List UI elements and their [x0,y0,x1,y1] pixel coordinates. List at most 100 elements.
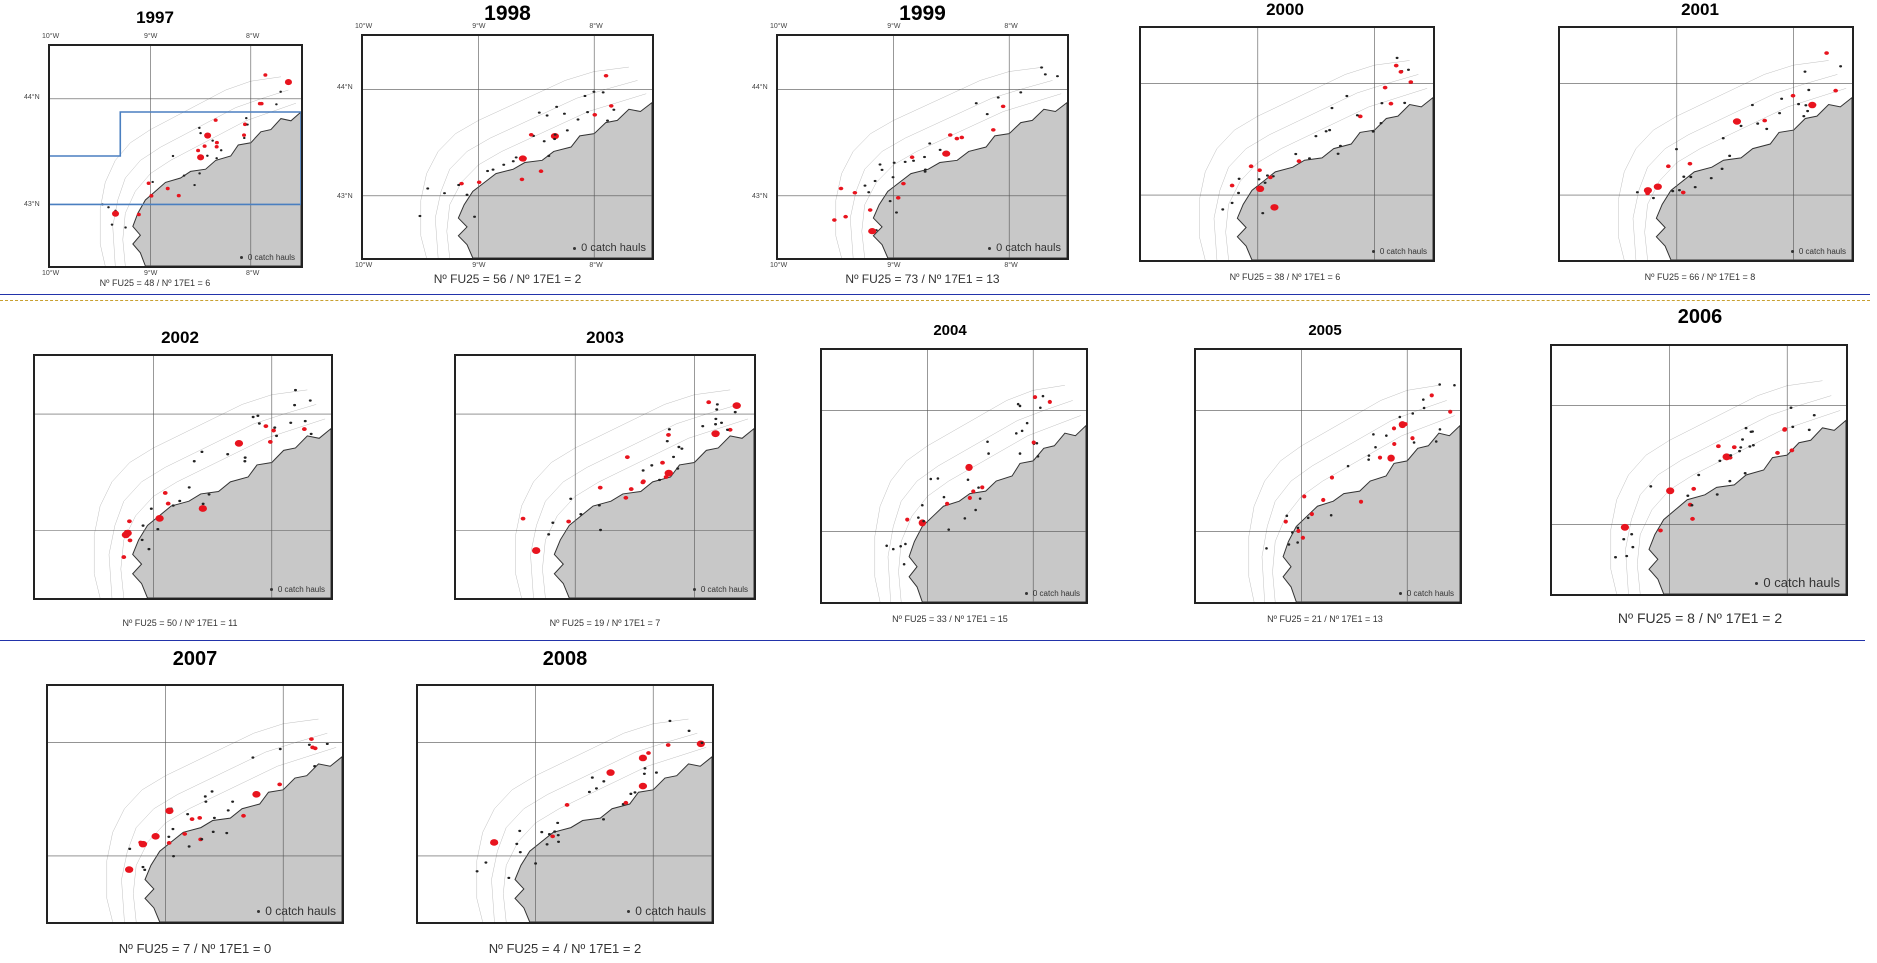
catch-haul-dot [146,181,151,186]
longitude-tick-bottom: 8°W [1004,262,1018,269]
longitude-tick-top: 8°W [589,23,603,30]
zero-catch-haul-dot [650,464,654,467]
panel-caption: Nº FU25 = 4 / Nº 17E1 = 2 [488,941,642,956]
map-frame: 0 catch hauls [1139,26,1435,262]
catch-haul-dot [895,196,901,200]
catch-haul-dot [263,424,269,429]
map-legend: 0 catch hauls [1790,247,1846,256]
catch-haul-dot [1410,436,1415,441]
depth-contour [888,400,1073,602]
zero-catch-haul-dot [1622,537,1626,541]
zero-catch-haul-dot [141,524,145,527]
catch-haul-dot [1808,101,1817,109]
zero-catch-haul-dot [587,790,591,794]
catch-haul-dot [243,122,248,127]
map-panel-2001: 2001 0 catch hauls Nº FU25 = 66 / Nº 17E… [1540,0,1860,290]
catch-haul-dot [666,432,671,437]
legend-dot-icon [1371,250,1375,254]
zero-catch-haul-dot [547,833,551,836]
longitude-tick-top: 10°W [42,33,60,40]
catch-haul-dot [1047,399,1052,404]
legend-dot-icon [1790,250,1794,254]
catch-haul-dot [1377,455,1383,460]
catch-haul-dot [550,133,559,140]
zero-catch-haul-dot [1807,88,1811,92]
catch-haul-dot [1398,69,1404,74]
zero-catch-haul-dot [1690,503,1694,507]
legend-label: 0 catch hauls [1379,247,1427,256]
map-frame: 0 catch hauls [820,348,1088,604]
catch-haul-dot [1302,494,1307,499]
zero-catch-haul-dot [507,876,511,880]
map-legend: 0 catch hauls [1755,575,1840,590]
zero-catch-haul-dot [1803,70,1807,73]
catch-haul-dot [606,769,615,776]
catch-haul-dot [597,485,603,490]
zero-catch-haul-dot [912,159,915,162]
zero-catch-haul-dot [602,780,606,783]
catch-haul-dot [1666,487,1675,495]
row-separator-1 [0,294,1870,295]
panel-caption: Nº FU25 = 19 / Nº 17E1 = 7 [549,618,661,628]
longitude-tick-top: 9°W [472,23,486,30]
zero-catch-haul-dot [867,191,871,194]
zero-catch-haul-dot [1411,412,1415,415]
zero-catch-haul-dot [514,156,518,159]
longitude-tick-bottom: 8°W [589,262,603,269]
land-area [133,429,331,598]
catch-haul-dot [954,136,960,141]
legend-label: 0 catch hauls [1406,589,1454,598]
legend-dot-icon [988,246,992,250]
zero-catch-haul-dot [966,478,970,482]
zero-catch-haul-dot [1697,473,1701,477]
catch-haul-dot [947,133,953,137]
zero-catch-haul-dot [1294,152,1298,156]
zero-catch-haul-dot [658,478,662,482]
zero-catch-haul-dot [1671,189,1675,193]
zero-catch-haul-dot [1797,102,1801,106]
zero-catch-haul-dot [1018,452,1022,455]
zero-catch-haul-dot [307,743,311,746]
panel-caption: Nº FU25 = 38 / Nº 17E1 = 6 [1229,272,1341,282]
catch-haul-dot [1032,395,1038,400]
zero-catch-haul-dot [557,840,561,843]
zero-catch-haul-dot [1398,415,1402,419]
zero-catch-haul-dot [1635,191,1639,194]
zero-catch-haul-dot [167,835,171,838]
catch-haul-dot [1357,114,1363,119]
catch-haul-dot [664,469,673,477]
legend-dot-icon [1024,592,1028,596]
zero-catch-haul-dot [1741,438,1744,441]
map-drawing [50,46,301,266]
zero-catch-haul-dot [556,821,560,825]
catch-haul-dot [1716,444,1721,449]
map-frame: 0 catch hauls [48,44,303,268]
legend-label: 0 catch hauls [1032,589,1080,598]
zero-catch-haul-dot [1614,556,1617,559]
catch-haul-dot [1691,486,1697,491]
catch-haul-dot [1782,427,1787,432]
zero-catch-haul-dot [1756,122,1760,125]
catch-haul-dot [665,743,671,747]
zero-catch-haul-dot [1778,111,1782,115]
map-drawing [35,356,331,598]
zero-catch-haul-dot [921,503,924,507]
zero-catch-haul-dot [1329,514,1333,517]
zero-catch-haul-dot [665,439,669,443]
zero-catch-haul-dot [1729,454,1733,457]
zero-catch-haul-dot [1041,394,1045,398]
zero-catch-haul-dot [257,422,261,425]
zero-catch-haul-dot [977,486,980,489]
legend-label: 0 catch hauls [277,585,325,594]
zero-catch-haul-dot [418,214,422,218]
latitude-tick-left: 44°N [337,84,353,92]
map-frame: 0 catch hauls [33,354,333,600]
catch-haul-dot [1391,426,1397,431]
zero-catch-haul-dot [515,842,519,846]
map-drawing [1560,28,1852,260]
zero-catch-haul-dot [1257,178,1261,181]
zero-catch-haul-dot [1689,175,1693,179]
legend-label: 0 catch hauls [996,242,1061,254]
catch-haul-dot [1833,88,1838,93]
catch-haul-dot [905,517,910,522]
